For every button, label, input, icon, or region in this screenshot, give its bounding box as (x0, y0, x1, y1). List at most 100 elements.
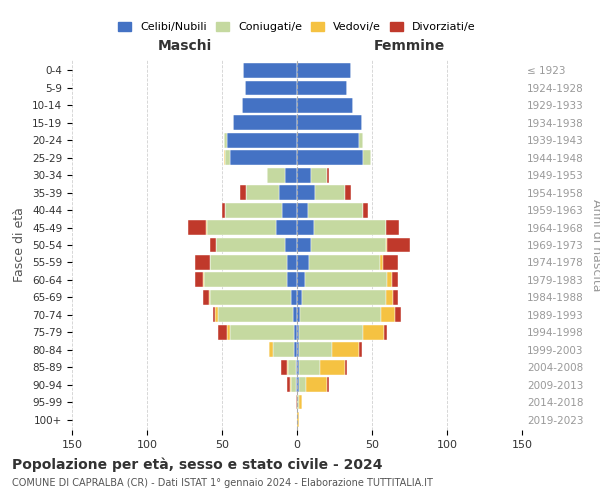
Bar (216, 238, 285, 252)
Bar (320, 360, 345, 374)
Bar (297, 308, 300, 322)
Bar (240, 185, 246, 200)
Bar (227, 133, 297, 148)
Text: Femmine: Femmine (374, 39, 445, 53)
Bar (287, 377, 290, 392)
Bar (299, 394, 302, 409)
Bar (297, 325, 299, 340)
Bar (269, 342, 273, 357)
Bar (297, 98, 353, 113)
Bar (293, 308, 297, 322)
Bar (218, 325, 227, 340)
Bar (297, 255, 309, 270)
Bar (297, 168, 311, 182)
Bar (327, 377, 329, 392)
Bar (315, 185, 345, 200)
Bar (327, 168, 329, 182)
Bar (297, 412, 299, 427)
Bar (241, 98, 297, 113)
Bar (386, 220, 399, 235)
Bar (297, 272, 305, 287)
Bar (363, 325, 384, 340)
Bar (287, 360, 288, 374)
Bar (395, 308, 401, 322)
Bar (210, 290, 291, 305)
Bar (359, 133, 363, 148)
Bar (387, 272, 392, 287)
Bar (302, 290, 386, 305)
Bar (285, 238, 297, 252)
Bar (306, 377, 327, 392)
Bar (223, 133, 227, 148)
Text: Popolazione per età, sesso e stato civile - 2024: Popolazione per età, sesso e stato civil… (12, 458, 383, 472)
Bar (299, 360, 320, 374)
Bar (386, 238, 387, 252)
Bar (299, 325, 363, 340)
Y-axis label: Fasce di età: Fasce di età (13, 208, 26, 282)
Bar (297, 202, 308, 218)
Bar (287, 272, 297, 287)
Bar (294, 342, 297, 357)
Bar (279, 185, 297, 200)
Bar (225, 202, 282, 218)
Bar (218, 308, 293, 322)
Bar (345, 185, 351, 200)
Bar (387, 238, 409, 252)
Bar (288, 360, 296, 374)
Text: Maschi: Maschi (157, 39, 212, 53)
Bar (233, 116, 297, 130)
Bar (359, 342, 361, 357)
Bar (225, 150, 229, 165)
Bar (297, 133, 359, 148)
Bar (203, 272, 204, 287)
Bar (210, 238, 216, 252)
Bar (207, 220, 276, 235)
Bar (215, 308, 218, 322)
Bar (203, 290, 209, 305)
Bar (297, 63, 351, 78)
Bar (287, 255, 297, 270)
Bar (297, 360, 299, 374)
Bar (311, 168, 327, 182)
Bar (300, 308, 381, 322)
Bar (311, 238, 386, 252)
Bar (309, 255, 380, 270)
Bar (276, 220, 297, 235)
Bar (290, 377, 291, 392)
Bar (392, 272, 398, 287)
Y-axis label: Anni di nascita: Anni di nascita (590, 198, 600, 291)
Bar (305, 272, 387, 287)
Bar (384, 325, 387, 340)
Bar (299, 377, 306, 392)
Bar (294, 325, 297, 340)
Bar (297, 342, 299, 357)
Bar (213, 308, 215, 322)
Bar (380, 255, 383, 270)
Bar (245, 80, 297, 96)
Bar (383, 255, 398, 270)
Bar (297, 150, 363, 165)
Bar (282, 202, 297, 218)
Bar (297, 377, 299, 392)
Bar (267, 168, 285, 182)
Bar (297, 238, 311, 252)
Bar (229, 150, 297, 165)
Bar (195, 255, 210, 270)
Bar (296, 377, 297, 392)
Bar (345, 360, 347, 374)
Bar (291, 290, 297, 305)
Bar (223, 150, 225, 165)
Bar (243, 63, 297, 78)
Bar (297, 80, 347, 96)
Bar (195, 272, 203, 287)
Bar (296, 360, 297, 374)
Bar (222, 202, 225, 218)
Bar (204, 272, 287, 287)
Bar (297, 116, 361, 130)
Bar (331, 342, 359, 357)
Bar (229, 325, 294, 340)
Bar (308, 202, 363, 218)
Text: COMUNE DI CAPRALBA (CR) - Dati ISTAT 1° gennaio 2024 - Elaborazione TUTTITALIA.I: COMUNE DI CAPRALBA (CR) - Dati ISTAT 1° … (12, 478, 433, 488)
Bar (296, 394, 297, 409)
Bar (246, 185, 279, 200)
